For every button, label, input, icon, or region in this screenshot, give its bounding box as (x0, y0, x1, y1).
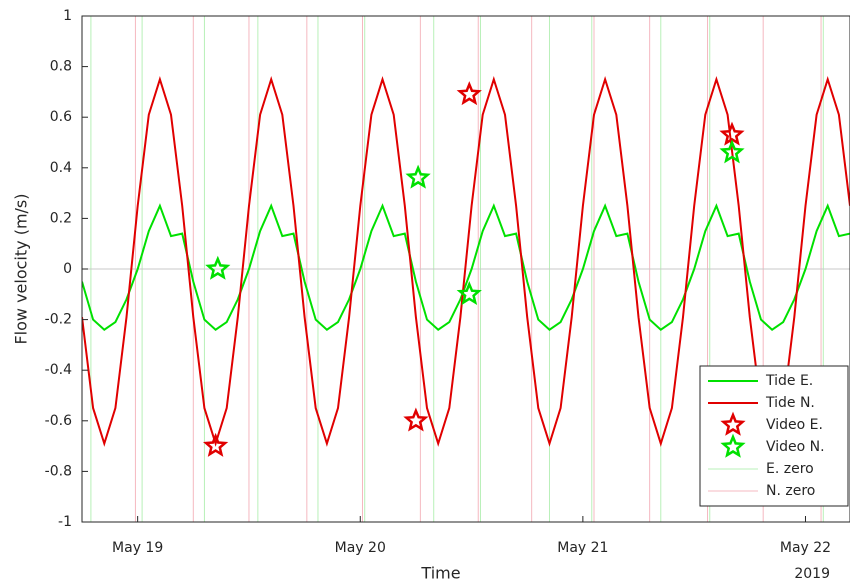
video-point (203, 432, 229, 457)
y-tick-label: -0.8 (45, 463, 72, 479)
x-tick-label: May 22 (780, 540, 831, 556)
y-tick-label: -0.6 (45, 413, 72, 429)
x-axis-label: Time (420, 564, 460, 583)
y-tick-label: 0.6 (50, 109, 72, 125)
legend-label: N. zero (766, 483, 815, 499)
y-tick-label: -0.2 (45, 312, 72, 328)
y-tick-label: 0 (63, 261, 72, 277)
x-tick-label: May 20 (335, 540, 386, 556)
legend-label: Video N. (766, 439, 825, 455)
video-point (405, 164, 431, 189)
x-axis-year: 2019 (794, 566, 830, 582)
video-point (205, 255, 231, 280)
y-tick-label: -0.4 (45, 362, 72, 378)
tide-line (82, 203, 850, 331)
y-tick-label: -1 (58, 514, 72, 530)
y-axis-label: Flow velocity (m/s) (12, 193, 31, 344)
y-tick-label: 0.4 (50, 160, 72, 176)
y-tick-label: 0.2 (50, 210, 72, 226)
video-point (403, 407, 429, 432)
legend-box (699, 365, 849, 507)
legend-label: Video E. (766, 417, 823, 433)
y-tick-label: 1 (63, 8, 72, 24)
video-point (456, 281, 482, 306)
x-tick-label: May 21 (557, 540, 608, 556)
legend-label: Tide E. (765, 373, 813, 389)
legend: Tide E. Tide N. Video E. Video N. E. zero N. … (699, 365, 849, 507)
tide-line (82, 75, 850, 447)
video-point (456, 81, 482, 106)
legend-swatch (720, 433, 746, 458)
legend-swatch (720, 411, 746, 436)
x-tick-label: May 19 (112, 540, 163, 556)
video-point (719, 139, 745, 164)
y-tick-label: 0.8 (50, 59, 72, 75)
plot-area (82, 16, 850, 522)
legend-label: E. zero (766, 461, 814, 477)
legend-label: Tide N. (765, 395, 815, 411)
